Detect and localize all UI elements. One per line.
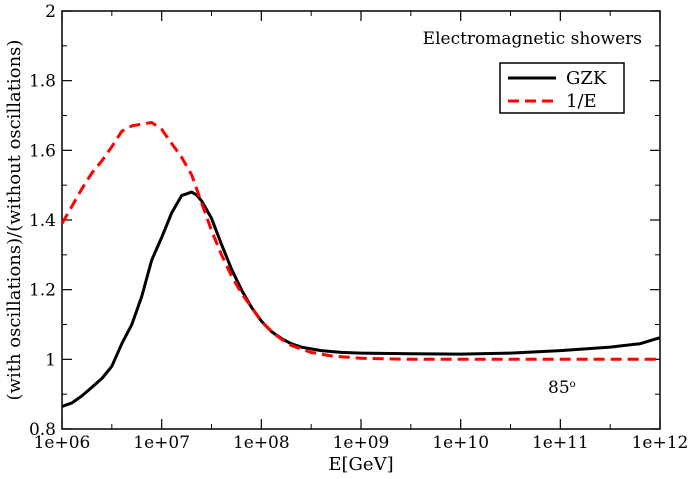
x-axis-label: E[GeV] — [328, 454, 393, 475]
x-tick-label: 1e+08 — [233, 433, 290, 453]
legend-box — [499, 62, 625, 114]
angle-annotation: 85o — [548, 378, 576, 398]
y-tick-label: 0.8 — [29, 420, 56, 440]
legend-label-1-over-e: 1/E — [566, 91, 597, 112]
angle-value: 85 — [548, 378, 570, 398]
x-tick-label: 1e+12 — [632, 433, 689, 453]
series-lines — [60, 121, 661, 408]
heading-annotation: Electromagnetic showers — [423, 29, 642, 49]
y-tick-label: 1 — [45, 350, 56, 370]
y-tick-label: 1.8 — [29, 72, 56, 92]
x-tick-label: 1e+09 — [333, 433, 390, 453]
angle-degree: o — [570, 379, 576, 390]
y-tick-label: 2 — [45, 2, 56, 22]
series-line-1-e — [60, 121, 660, 361]
y-tick-label: 1.2 — [29, 281, 56, 301]
x-tick-label: 1e+10 — [432, 433, 489, 453]
x-tick-label: 1e+06 — [34, 433, 91, 453]
axis-ticks — [61, 10, 661, 430]
y-tick-label: 1.6 — [29, 141, 56, 161]
x-tick-label: 1e+07 — [133, 433, 190, 453]
legend: GZK 1/E — [499, 62, 625, 114]
x-tick-label: 1e+11 — [532, 433, 589, 453]
y-axis-label: (with oscillations)/(without oscillation… — [4, 40, 25, 401]
tick-labels: 1e+06 1e+07 1e+08 1e+09 1e+10 1e+11 1e+12 0.8 1 1… — [29, 2, 688, 453]
legend-label-gzk: GZK — [566, 68, 607, 89]
y-tick-label: 1.4 — [29, 211, 56, 231]
series-line-gzk — [61, 190, 661, 408]
